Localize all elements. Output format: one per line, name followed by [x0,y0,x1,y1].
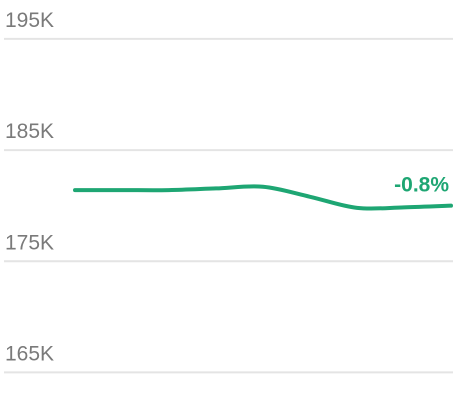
y-tick-label: 175K [5,231,54,254]
change-annotation: -0.8% [394,174,449,197]
y-tick-label: 185K [5,120,54,143]
y-tick-label: 195K [5,9,54,32]
y-tick-label: 165K [5,342,54,365]
line [73,184,453,211]
